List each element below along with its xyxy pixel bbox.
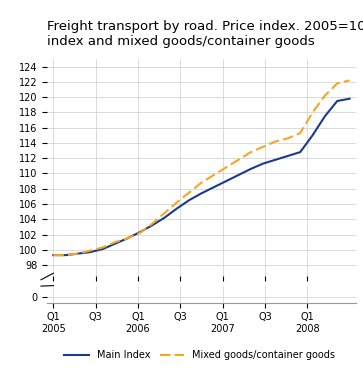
Mixed goods/container goods (64, 253, 68, 257)
Mixed goods/container goods (236, 158, 241, 162)
Mixed goods/container goods (51, 253, 56, 257)
Line: Mixed goods/container goods: Mixed goods/container goods (53, 80, 350, 255)
Main Index (88, 250, 93, 254)
Main Index (310, 133, 315, 138)
Main Index (224, 179, 228, 183)
Mixed goods/container goods (286, 136, 290, 141)
Mixed goods/container goods (76, 251, 80, 256)
Mixed goods/container goods (347, 78, 352, 83)
Mixed goods/container goods (298, 131, 302, 135)
Mixed goods/container goods (162, 211, 167, 215)
Mixed goods/container goods (224, 165, 228, 170)
Text: Freight transport by road. Price index. 2005=100. Main
index and mixed goods/con: Freight transport by road. Price index. … (47, 20, 363, 48)
Mixed goods/container goods (150, 222, 154, 226)
Legend: Main Index, Mixed goods/container goods: Main Index, Mixed goods/container goods (61, 346, 339, 364)
Main Index (76, 251, 80, 256)
Main Index (298, 150, 302, 154)
Mixed goods/container goods (212, 173, 216, 177)
Main Index (175, 206, 179, 211)
Main Index (236, 173, 241, 177)
Main Index (323, 114, 327, 118)
Main Index (187, 198, 191, 203)
Mixed goods/container goods (249, 150, 253, 154)
Mixed goods/container goods (175, 200, 179, 205)
Main Index (162, 215, 167, 220)
Mixed goods/container goods (199, 180, 204, 185)
Mixed goods/container goods (273, 139, 278, 144)
Main Index (64, 253, 68, 257)
Mixed goods/container goods (125, 236, 130, 241)
Mixed goods/container goods (335, 81, 339, 86)
Main Index (286, 154, 290, 158)
Mixed goods/container goods (113, 240, 117, 244)
Mixed goods/container goods (323, 93, 327, 98)
Main Index (125, 236, 130, 241)
Main Index (212, 185, 216, 189)
Main Index (261, 161, 265, 166)
Mixed goods/container goods (261, 145, 265, 149)
Main Index (101, 247, 105, 251)
Main Index (347, 97, 352, 101)
Mixed goods/container goods (187, 190, 191, 195)
Main Index (199, 191, 204, 196)
Main Index (138, 230, 142, 234)
Main Index (150, 223, 154, 228)
Main Index (273, 158, 278, 162)
Mixed goods/container goods (138, 231, 142, 235)
Mixed goods/container goods (88, 248, 93, 253)
Main Index (113, 241, 117, 246)
Mixed goods/container goods (310, 110, 315, 115)
Main Index (249, 167, 253, 171)
Main Index (335, 99, 339, 103)
Main Index (51, 253, 56, 257)
Mixed goods/container goods (101, 245, 105, 250)
Line: Main Index: Main Index (53, 99, 350, 255)
